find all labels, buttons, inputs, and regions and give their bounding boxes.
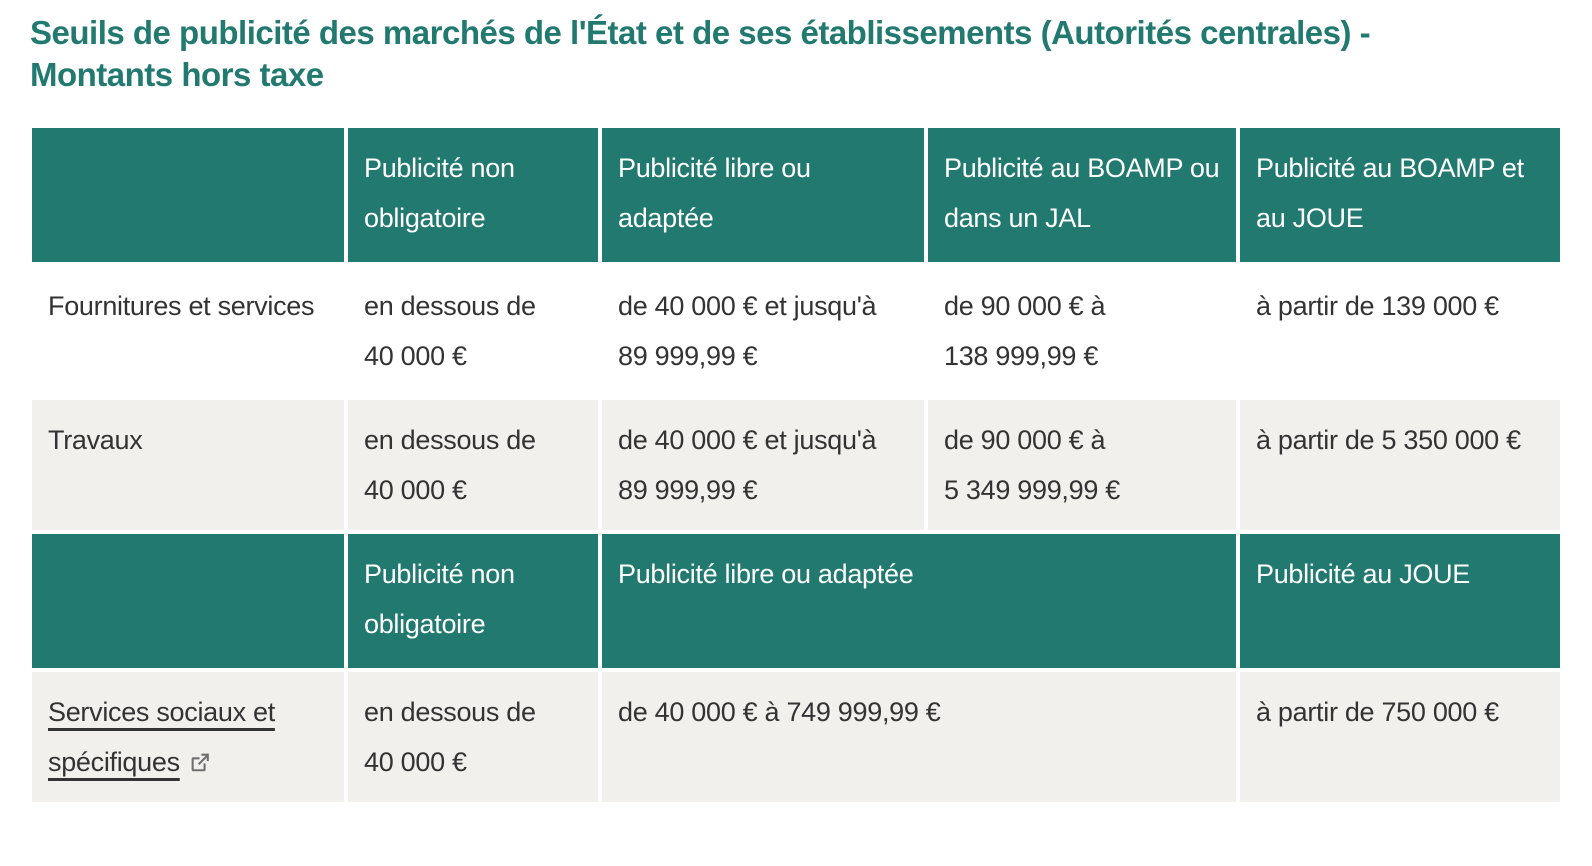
- table-cell: en dessous de 40 000 €: [346, 264, 600, 398]
- header-cell-publicite-boamp-jal: Publicité au BOAMP ou dans un JAL: [926, 126, 1238, 264]
- table-header-row-2: Publicité non obligatoire Publicité libr…: [30, 532, 1562, 670]
- table-header-row-1: Publicité non obligatoire Publicité libr…: [30, 126, 1562, 264]
- page-title: Seuils de publicité des marchés de l'Éta…: [30, 14, 1371, 93]
- table-cell: en dessous de 40 000 €: [346, 398, 600, 532]
- header-cell-publicite-boamp-joue: Publicité au BOAMP et au JOUE: [1238, 126, 1562, 264]
- publicity-thresholds-table: Publicité non obligatoire Publicité libr…: [30, 126, 1562, 804]
- header-cell-blank-2: [30, 532, 346, 670]
- table-cell: de 90 000 € à 138 999,99 €: [926, 264, 1238, 398]
- header-cell-publicite-libre-ou-adaptee-2: Publicité libre ou adaptée: [600, 532, 1238, 670]
- table-row-travaux: Travaux en dessous de 40 000 € de 40 000…: [30, 398, 1562, 532]
- page: Seuils de publicité des marchés de l'Éta…: [30, 14, 1562, 804]
- services-sociaux-link[interactable]: Services sociaux et spécifiques: [48, 697, 275, 777]
- services-sociaux-link-label: Services sociaux et spécifiques: [48, 697, 275, 777]
- header-cell-blank-1: [30, 126, 346, 264]
- table-row-fournitures-et-services: Fournitures et services en dessous de 40…: [30, 264, 1562, 398]
- table-cell: à partir de 139 000 €: [1238, 264, 1562, 398]
- row-label-travaux: Travaux: [30, 398, 346, 532]
- table-cell: à partir de 750 000 €: [1238, 670, 1562, 804]
- table-cell: de 90 000 € à 5 349 999,99 €: [926, 398, 1238, 532]
- row-label-services-sociaux: Services sociaux et spécifiques: [30, 670, 346, 804]
- header-cell-publicite-non-obligatoire: Publicité non obligatoire: [346, 126, 600, 264]
- header-cell-publicite-joue: Publicité au JOUE: [1238, 532, 1562, 670]
- header-cell-publicite-libre-ou-adaptee: Publicité libre ou adaptée: [600, 126, 926, 264]
- table-cell: de 40 000 € et jusqu'à 89 999,99 €: [600, 398, 926, 532]
- header-cell-publicite-non-obligatoire-2: Publicité non obligatoire: [346, 532, 600, 670]
- table-cell: de 40 000 € à 749 999,99 €: [600, 670, 1238, 804]
- table-cell: à partir de 5 350 000 €: [1238, 398, 1562, 532]
- table-cell: en dessous de 40 000 €: [346, 670, 600, 804]
- table-cell: de 40 000 € et jusqu'à 89 999,99 €: [600, 264, 926, 398]
- row-label-fournitures-et-services: Fournitures et services: [30, 264, 346, 398]
- table-row-services-sociaux: Services sociaux et spécifiques en desso…: [30, 670, 1562, 804]
- external-link-icon: [191, 753, 209, 772]
